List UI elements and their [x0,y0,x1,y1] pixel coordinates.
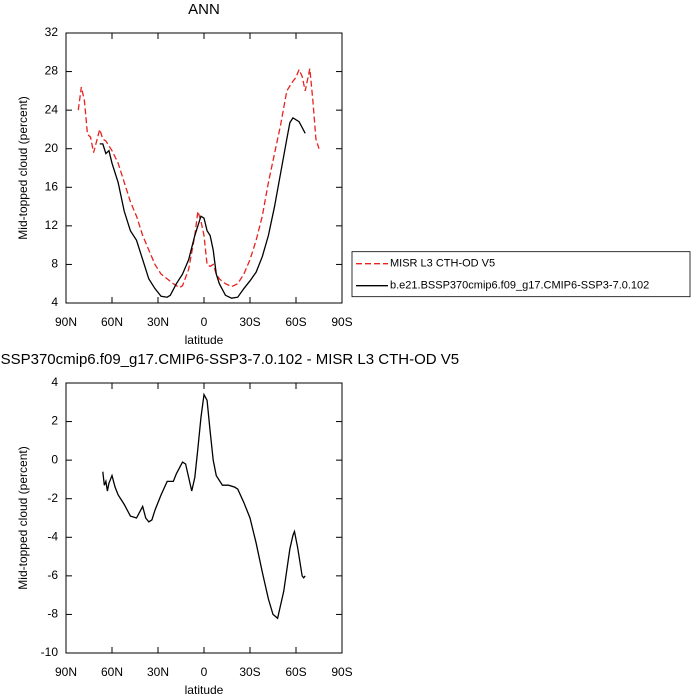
x-tick-label: 30N [147,665,169,679]
x-tick-label: 90S [331,315,352,329]
x-tick-label: 90S [331,665,352,679]
legend-label: MISR L3 CTH-OD V5 [390,258,495,270]
y-tick-label: 8 [51,257,58,271]
y-tick-label: 32 [45,25,59,39]
chart-title: ANN [188,1,220,18]
x-axis-label: latitude [185,683,224,697]
y-tick-label: 12 [45,218,59,232]
legend-label: b.e21.BSSP370cmip6.f09_g17.CMIP6-SSP3-7.… [390,280,649,292]
x-tick-label: 60S [285,315,306,329]
y-tick-label: 2 [51,414,58,428]
x-tick-label: 30S [239,665,260,679]
x-tick-label: 90N [55,665,77,679]
x-tick-label: 60N [101,665,123,679]
y-tick-label: -4 [47,529,58,543]
x-tick-label: 90N [55,315,77,329]
x-tick-label: 0 [201,665,208,679]
y-axis-label: Mid-topped cloud (percent) [16,446,30,589]
y-tick-label: -2 [47,491,58,505]
x-tick-label: 30S [239,315,260,329]
y-tick-label: -6 [47,568,58,582]
data-line [99,116,306,299]
data-line [102,392,306,620]
legend-box [351,251,691,298]
x-axis-label: latitude [185,333,224,347]
plot-frame [65,382,343,654]
y-tick-label: 20 [45,141,59,155]
data-line [77,67,320,289]
x-tick-label: 30N [147,315,169,329]
y-axis-label: Mid-topped cloud (percent) [16,96,30,239]
y-tick-label: 24 [45,102,59,116]
y-tick-label: 4 [51,295,58,309]
y-tick-label: 0 [51,452,58,466]
y-tick-label: 28 [45,64,59,78]
y-tick-label: 4 [51,375,58,389]
x-tick-label: 60S [285,665,306,679]
x-tick-label: 60N [101,315,123,329]
y-tick-label: 16 [45,179,59,193]
y-tick-label: -10 [41,645,59,659]
x-tick-label: 0 [201,315,208,329]
y-tick-label: -8 [47,607,58,621]
plot-frame [65,32,343,304]
chart-title: b.e21.BSSP370cmip6.f09_g17.CMIP6-SSP3-7.… [0,351,459,368]
